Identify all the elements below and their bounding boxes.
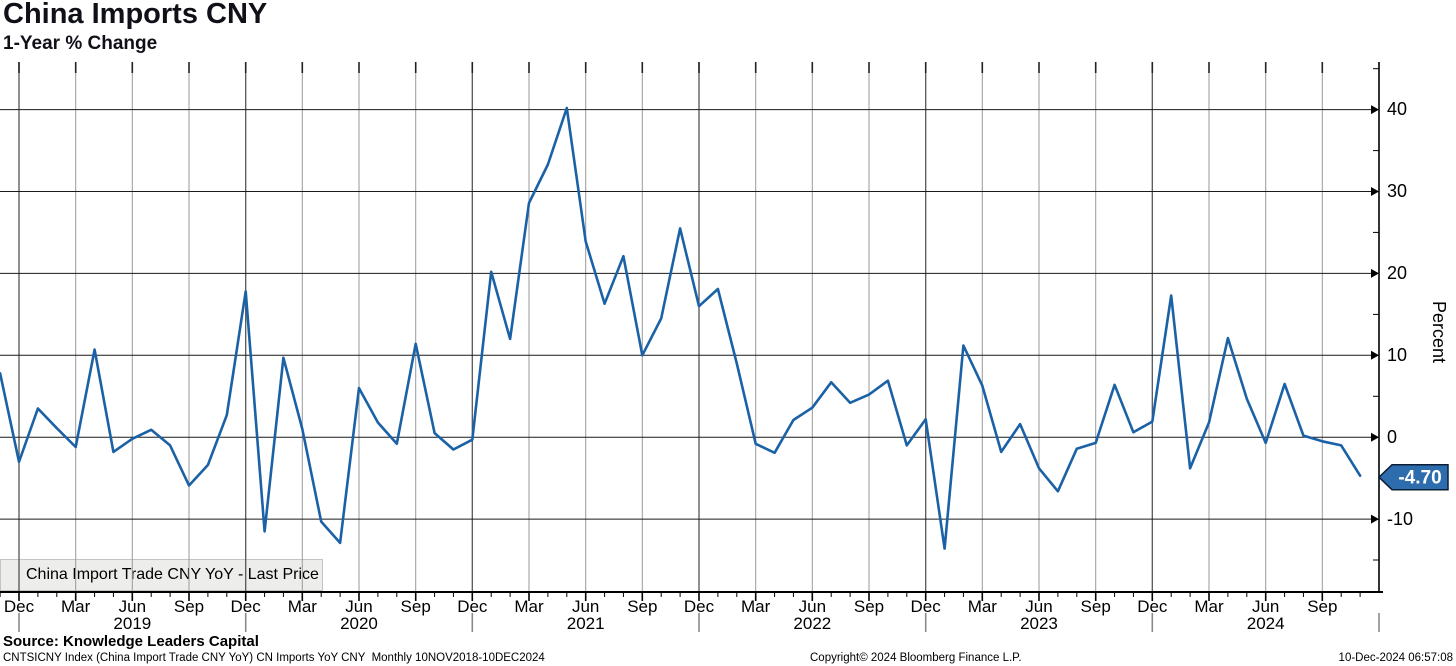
y-major-tick-arrow-icon bbox=[1371, 432, 1379, 442]
x-month-label: Sep bbox=[173, 597, 205, 616]
x-year-label: 2023 bbox=[1020, 614, 1058, 633]
series-line-china-imports bbox=[0, 106, 1362, 550]
source-line: Source: Knowledge Leaders Capital bbox=[3, 633, 259, 650]
x-month-label: Sep bbox=[1080, 597, 1111, 616]
copyright-notice: Copyright© 2024 Bloomberg Finance L.P. bbox=[810, 652, 1022, 664]
y-major-tick-arrow-icon bbox=[1371, 514, 1379, 524]
x-month-label: Jun bbox=[1251, 597, 1280, 616]
x-month-label: Dec bbox=[910, 597, 941, 616]
x-month-label: Dec bbox=[3, 597, 35, 616]
last-price-badge bbox=[1377, 463, 1449, 491]
x-month-label: Jun bbox=[798, 597, 827, 616]
x-month-label: Sep bbox=[400, 597, 431, 616]
x-month-label: Jun bbox=[118, 597, 147, 616]
x-month-label: Mar bbox=[514, 597, 544, 616]
y-tick-label-20: 20 bbox=[1387, 262, 1408, 283]
y-major-tick-arrow-icon bbox=[1371, 350, 1379, 360]
x-year-label: 2024 bbox=[1246, 614, 1285, 633]
y-major-tick-arrow-icon bbox=[1371, 105, 1379, 115]
ticker-description: CNTSICNY Index (China Import Trade CNY Y… bbox=[3, 652, 545, 664]
y-tick-label-40: 40 bbox=[1387, 99, 1408, 120]
chart-subtitle: 1-Year % Change bbox=[3, 33, 158, 54]
y-tick-label-30: 30 bbox=[1387, 181, 1408, 201]
x-month-label: Jun bbox=[345, 597, 373, 616]
x-month-label: Dec bbox=[683, 597, 715, 616]
x-month-label: Jun bbox=[1025, 597, 1053, 616]
y-tick-label-0: 0 bbox=[1387, 426, 1398, 447]
x-month-label: Dec bbox=[230, 597, 261, 616]
x-month-label: Mar bbox=[741, 597, 771, 616]
x-month-label: Sep bbox=[853, 597, 885, 616]
x-year-label: 2022 bbox=[793, 614, 832, 633]
timestamp: 10-Dec-2024 06:57:08 bbox=[1338, 652, 1453, 664]
y-tick-label-10: 10 bbox=[1387, 344, 1408, 365]
x-year-label: 2020 bbox=[340, 614, 378, 633]
x-month-label: Sep bbox=[627, 597, 658, 616]
y-axis-title: Percent bbox=[1429, 301, 1449, 364]
x-month-label: Mar bbox=[287, 597, 317, 616]
x-month-label: Dec bbox=[1137, 597, 1168, 616]
x-month-label: Sep bbox=[1307, 597, 1338, 616]
x-month-label: Mar bbox=[1194, 597, 1224, 616]
y-major-tick-arrow-icon bbox=[1371, 187, 1379, 196]
y-tick-label--10: -10 bbox=[1387, 508, 1414, 529]
x-year-label: 2021 bbox=[566, 614, 605, 633]
x-year-label: 2019 bbox=[113, 614, 152, 633]
x-month-label: Jun bbox=[571, 597, 600, 616]
last-price-badge-value: -4.70 bbox=[1398, 468, 1441, 489]
y-major-tick-arrow-icon bbox=[1371, 268, 1379, 278]
x-month-label: Mar bbox=[967, 597, 997, 616]
x-month-label: Dec bbox=[457, 597, 488, 616]
chart-title: China Imports CNY bbox=[3, 0, 268, 30]
x-month-label: Mar bbox=[61, 597, 91, 616]
